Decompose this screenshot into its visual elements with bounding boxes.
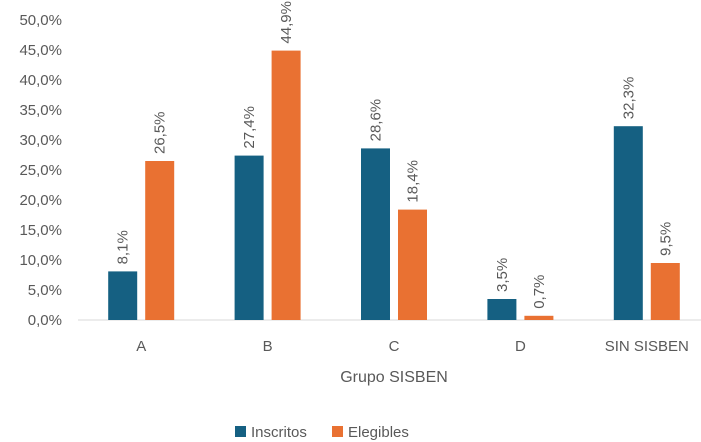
bar-elegibles-2 [398, 209, 427, 320]
bar-elegibles-1 [271, 50, 301, 320]
legend-label-inscritos: Inscritos [251, 424, 307, 441]
data-label: 28,6% [368, 99, 385, 142]
data-label: 27,4% [241, 106, 258, 149]
y-axis: 0,0% 5,0% 10,0% 15,0% 20,0% 25,0% 30,0% 35,0% 40… [19, 12, 62, 329]
y-tick-label: 40,0% [19, 72, 62, 89]
data-label: 44,9% [278, 1, 295, 44]
y-tick-label: 25,0% [19, 162, 62, 179]
bar-inscritos-0 [108, 271, 138, 320]
bar-elegibles-0 [145, 161, 175, 320]
legend-swatch-inscritos [235, 426, 246, 437]
x-tick-label: A [136, 338, 146, 355]
y-tick-label: 10,0% [19, 252, 62, 269]
bar-inscritos-2 [361, 148, 390, 320]
y-tick-label: 30,0% [19, 132, 62, 149]
legend-label-elegibles: Elegibles [348, 424, 409, 441]
x-tick-label: SIN SISBEN [605, 338, 689, 355]
y-tick-label: 35,0% [19, 102, 62, 119]
data-label: 9,5% [657, 222, 674, 256]
x-tick-label: B [263, 338, 273, 355]
bar-inscritos-3 [487, 299, 517, 320]
data-label: 0,7% [531, 275, 548, 309]
data-label: 32,3% [620, 77, 637, 120]
bar-inscritos-1 [234, 155, 264, 320]
data-labels: 8,1% 26,5% 27,4% 44,9% 28,6% 18,4% 3,5% 0,7% 32,… [115, 1, 675, 309]
y-tick-label: 20,0% [19, 192, 62, 209]
data-label: 3,5% [494, 258, 511, 292]
bar-inscritos-4 [613, 126, 643, 320]
y-tick-label: 45,0% [19, 42, 62, 59]
x-tick-label: D [515, 338, 526, 355]
y-tick-label: 50,0% [19, 12, 62, 29]
x-axis: A B C D SIN SISBEN [136, 338, 689, 355]
y-tick-label: 0,0% [28, 312, 62, 329]
data-label: 26,5% [152, 111, 169, 154]
bar-elegibles-4 [650, 263, 680, 320]
x-tick-label: C [389, 338, 400, 355]
y-tick-label: 15,0% [19, 222, 62, 239]
legend-swatch-elegibles [332, 426, 343, 437]
legend: Inscritos Elegibles [235, 424, 409, 441]
bar-elegibles-3 [524, 315, 554, 320]
x-axis-title: Grupo SISBEN [340, 369, 448, 386]
y-tick-label: 5,0% [28, 282, 62, 299]
data-label: 18,4% [405, 160, 422, 203]
bars [108, 50, 680, 320]
data-label: 8,1% [115, 230, 132, 264]
